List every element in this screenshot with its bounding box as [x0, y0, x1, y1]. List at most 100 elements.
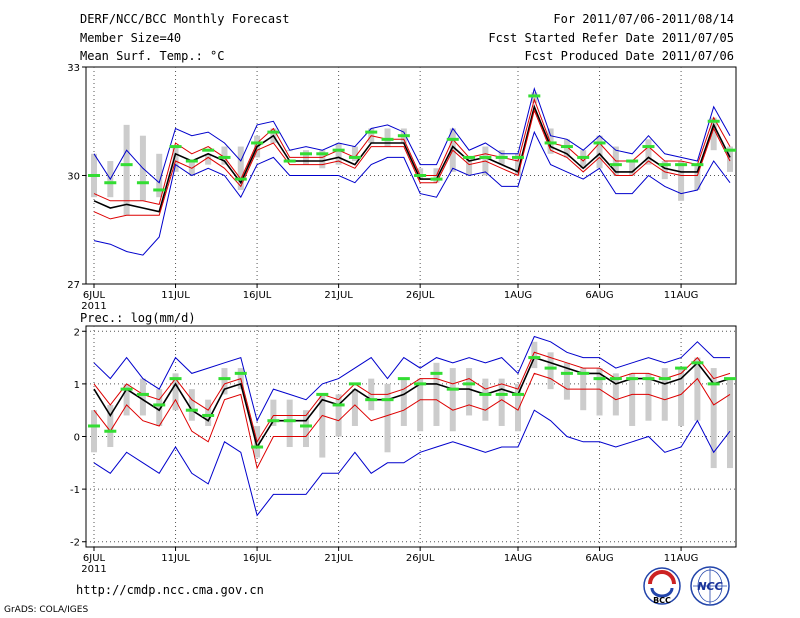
member-mean-dash [234, 177, 247, 181]
x-tick-label: 21JUL [324, 290, 353, 301]
precip-title: Prec.: log(mm/d) [80, 311, 196, 325]
member-mean-dash [544, 366, 557, 370]
range-bar [580, 150, 587, 169]
range-bar [156, 153, 163, 198]
member-mean-dash [348, 155, 361, 159]
member-mean-dash [153, 403, 166, 407]
y-tick-label: 30 [67, 172, 80, 183]
member-mean-dash [381, 398, 394, 402]
range-bar [172, 146, 179, 172]
member-mean-dash [283, 159, 296, 163]
range-bar [596, 135, 603, 169]
member-mean-dash [202, 148, 215, 152]
member-mean-dash [136, 392, 149, 396]
range-bar [563, 362, 570, 400]
range-bar [531, 92, 538, 104]
member-mean-dash [397, 134, 410, 138]
y-tick-label: 2 [74, 327, 80, 338]
member-mean-dash [430, 177, 443, 181]
member-mean-dash [365, 130, 378, 134]
member-mean-dash [414, 174, 427, 177]
x-tick-label: 26JUL [406, 290, 435, 301]
ncc-logo-text: NCC [697, 580, 722, 593]
range-bar [303, 410, 309, 448]
range-bar [515, 153, 521, 176]
member-mean-dash [495, 155, 508, 159]
range-bar [563, 139, 570, 158]
member-mean-dash [560, 371, 573, 375]
member-mean-dash [560, 145, 573, 149]
range-bar [417, 168, 424, 180]
x-tick-label: 11JUL [161, 290, 190, 301]
member-mean-dash [675, 366, 688, 370]
range-bar [515, 383, 521, 432]
x-tick-label: 6JUL [83, 553, 106, 564]
x-tick-label: 26JUL [406, 553, 435, 564]
temperature-panel: 6JUL 11JUL 16JUL 21JUL 26JUL 1AUG 6AUG 11AUG 201… [67, 63, 737, 312]
range-bar [498, 378, 505, 426]
member-mean-dash [267, 130, 280, 134]
member-mean-dash [577, 155, 590, 159]
member-mean-dash [348, 382, 361, 386]
x-tick-label: 6JUL [83, 290, 106, 301]
member-mean-dash [120, 163, 133, 167]
grads-credit: GrADS: COLA/IGES [4, 605, 89, 615]
series-line-min [93, 409, 731, 517]
member-mean-dash [609, 377, 622, 381]
member-mean-dash [300, 152, 312, 156]
range-bar [661, 368, 668, 421]
member-mean-dash [658, 377, 671, 381]
source-url[interactable]: http://cmdp.ncc.cma.gov.cn [76, 583, 264, 597]
member-mean-dash [691, 163, 704, 167]
range-bar [466, 368, 473, 416]
range-bar [270, 399, 277, 426]
member-mean-dash [544, 141, 557, 145]
logos: BCC NCC [643, 566, 730, 606]
series-line-min [93, 130, 731, 256]
member-mean-dash [642, 145, 655, 149]
member-mean-dash [234, 371, 247, 375]
y-tick-label: 27 [67, 280, 80, 291]
member-mean-dash [169, 377, 182, 381]
member-mean-dash [446, 137, 459, 141]
x-tick-label: 16JUL [243, 290, 272, 301]
member-mean-dash [316, 152, 329, 156]
series-line-upper [93, 351, 731, 444]
member-mean-dash [316, 392, 329, 396]
member-mean-dash [267, 419, 280, 423]
member-mean-dash [381, 137, 394, 141]
range-bar [417, 378, 424, 432]
member-mean-dash [88, 424, 100, 428]
x-tick-label: 11AUG [664, 290, 699, 301]
range-bar [107, 404, 114, 448]
member-mean-dash [251, 445, 264, 449]
range-bar [482, 378, 489, 421]
x-tick-label: 11JUL [161, 553, 190, 564]
x-tick-label: 1AUG [504, 290, 532, 301]
range-bar [188, 389, 195, 421]
member-mean-dash [332, 148, 345, 152]
member-mean-dash [332, 403, 345, 407]
member-mean-dash [528, 94, 541, 98]
member-mean-dash [593, 141, 606, 145]
range-bar [466, 157, 473, 176]
range-bar [547, 128, 554, 154]
member-mean-dash [218, 155, 231, 159]
range-bar [351, 146, 358, 162]
range-bar [694, 164, 701, 190]
member-mean-dash [414, 382, 427, 386]
member-mean-dash [528, 356, 541, 360]
forecast-period: For 2011/07/06-2011/08/14 [553, 12, 734, 26]
range-bar [678, 161, 685, 201]
range-bar [645, 139, 652, 165]
y-tick-label: 0 [74, 433, 80, 444]
series-line-median [93, 104, 731, 213]
range-bar [629, 161, 636, 176]
range-bar [237, 146, 244, 190]
member-mean-dash [104, 429, 117, 433]
member-mean-dash [675, 163, 688, 167]
range-bar [319, 150, 326, 169]
range-bar [221, 368, 228, 395]
member-mean-dash [691, 361, 704, 365]
